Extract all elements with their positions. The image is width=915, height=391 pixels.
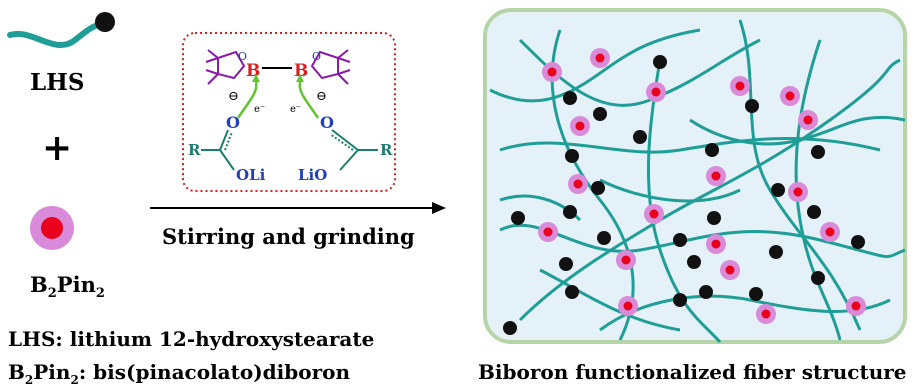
lhs-molecule-icon xyxy=(7,12,115,48)
r-group-right: R xyxy=(380,141,393,159)
fiber-structure-box xyxy=(483,8,907,344)
plus-sign: + xyxy=(42,127,72,169)
electron-left: e⁻ xyxy=(254,104,265,115)
pinacol-ring-right xyxy=(310,49,351,85)
b2pin2-particles xyxy=(538,48,866,324)
legend-pin: Pin xyxy=(33,360,71,384)
electron-arrows xyxy=(236,74,320,119)
legend-sub2: 2 xyxy=(70,373,78,387)
b2pin2-pin: Pin xyxy=(57,272,96,297)
boron-left: B xyxy=(246,61,260,81)
carboxylate-bonds-left xyxy=(201,129,235,171)
lio-label: LiO xyxy=(298,166,327,184)
lhs-label: LHS xyxy=(30,69,85,96)
r-group-left: R xyxy=(188,141,201,159)
boron-right: B xyxy=(294,61,308,81)
oxygen-top-right: O xyxy=(320,113,334,132)
fiber-caption: Biboron functionalized fiber structure xyxy=(478,360,907,384)
oxygen-top-left: O xyxy=(226,113,240,132)
legend-line-b2pin2: B2Pin2: bis(pinacolato)diboron xyxy=(8,360,350,387)
carboxylate-bonds-right xyxy=(329,129,378,171)
legend-b: B xyxy=(8,360,25,384)
b2pin2-particle-icon xyxy=(30,206,74,250)
legend-rest: : bis(pinacolato)diboron xyxy=(79,360,351,384)
minus-left: ⊖ xyxy=(228,89,239,104)
b2pin2-sub2: 2 xyxy=(96,286,105,301)
b2pin2-label: B2Pin2 xyxy=(30,272,105,301)
lhs-black-dots xyxy=(503,55,865,335)
oxygen-ring-left: O xyxy=(238,50,247,63)
pinacol-ring-left xyxy=(205,49,246,85)
arrow-label: Stirring and grinding xyxy=(162,224,415,249)
oxygen-ring-right: O xyxy=(312,50,321,63)
minus-right: ⊖ xyxy=(316,89,327,104)
oli-label: OLi xyxy=(236,166,266,184)
b2pin2-sub1: 2 xyxy=(48,286,57,301)
reaction-arrow xyxy=(150,202,446,214)
legend-sub1: 2 xyxy=(25,373,33,387)
electron-right: e⁻ xyxy=(290,104,301,115)
b2pin2-b: B xyxy=(30,272,48,297)
legend-line-lhs: LHS: lithium 12-hydroxystearate xyxy=(8,327,374,351)
